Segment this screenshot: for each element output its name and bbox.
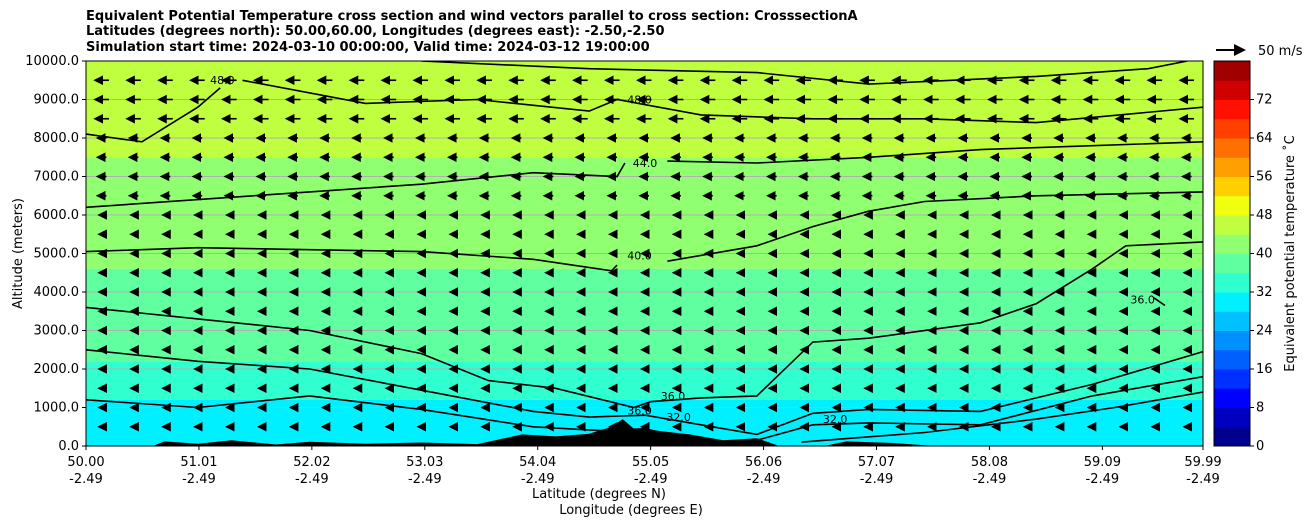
x-tick-label-lat: 56.06 <box>745 455 782 470</box>
x-tick-label-lon: -2.49 <box>634 472 668 487</box>
x-tick-label-lon: -2.49 <box>521 472 555 487</box>
colorbar-segment <box>1214 61 1250 81</box>
y-tick-label: 4000.0 <box>34 285 80 300</box>
colorbar-tick-label: 72 <box>1256 93 1273 108</box>
contour-line <box>86 349 1203 436</box>
colorbar-segment <box>1214 215 1250 235</box>
y-axis-label: Altitude (meters) <box>11 198 26 309</box>
colorbar-segment <box>1214 118 1250 139</box>
colorbar-tick-label: 8 <box>1256 401 1264 416</box>
x-axis-label-lat: Latitude (degrees N) <box>532 487 666 502</box>
x-tick-label-lon: -2.49 <box>69 472 103 487</box>
contour-line <box>421 61 1188 85</box>
x-tick-label-lon: -2.49 <box>1086 472 1120 487</box>
colorbar-segment <box>1214 330 1250 351</box>
colorbar-segment <box>1214 311 1250 331</box>
contour-line <box>667 191 1203 262</box>
y-tick-label: 0.0 <box>58 439 79 454</box>
colorbar-segment <box>1214 407 1250 428</box>
y-tick-label: 3000.0 <box>34 324 80 339</box>
x-tick-label-lat: 58.08 <box>971 455 1008 470</box>
chart-title-line-3: Simulation start time: 2024-03-10 00:00:… <box>86 40 650 55</box>
contour-label: 44.0 <box>633 157 658 170</box>
terrain <box>86 419 1203 446</box>
x-axis-label-lon: Longitude (degrees E) <box>559 503 703 518</box>
colorbar-segment <box>1214 349 1250 370</box>
colorbar-segment <box>1214 138 1250 158</box>
y-tick-label: 2000.0 <box>34 362 80 377</box>
contour-line <box>1153 297 1166 307</box>
colorbar-segment <box>1214 253 1250 274</box>
x-tick-label-lat: 53.03 <box>406 455 443 470</box>
contour-line <box>242 79 1203 124</box>
x-tick-label-lat: 54.04 <box>519 455 556 470</box>
x-tick-label-lat: 59.09 <box>1084 455 1121 470</box>
colorbar-tick-label: 64 <box>1256 131 1273 146</box>
y-tick-label: 6000.0 <box>34 208 80 223</box>
chart-title-line-1: Equivalent Potential Temperature cross s… <box>86 9 858 24</box>
contour-line <box>86 241 1203 409</box>
x-tick-label-lon: -2.49 <box>973 472 1007 487</box>
x-tick-label-lon: -2.49 <box>295 472 329 487</box>
field-band <box>86 215 1203 269</box>
field-band <box>86 361 1203 400</box>
x-tick-label-lon: -2.49 <box>182 472 216 487</box>
y-tick-label: 9000.0 <box>34 93 80 108</box>
colorbar-segment <box>1214 272 1250 293</box>
chart-title-line-2: Latitudes (degrees north): 50.00,60.00, … <box>86 24 665 39</box>
colorbar-label: Equivalent potential temperature ˚C <box>1282 135 1298 371</box>
x-tick-label-lat: 51.01 <box>180 455 217 470</box>
contour-line <box>86 87 221 143</box>
y-tick-label: 8000.0 <box>34 131 80 146</box>
colorbar-segment <box>1214 157 1250 177</box>
x-tick-label-lat: 57.07 <box>858 455 895 470</box>
contour-label: 32.0 <box>823 413 848 426</box>
colorbar-tick-label: 24 <box>1256 324 1273 339</box>
field-band <box>86 157 1203 215</box>
colorbar-segment <box>1214 292 1250 312</box>
colorbar-segment <box>1214 195 1250 216</box>
wind-scale-label: 50 m/s <box>1258 44 1303 59</box>
colorbar-segment <box>1214 426 1250 447</box>
y-tick-label: 10000.0 <box>25 54 79 69</box>
contour-line <box>801 391 1203 443</box>
y-tick-label: 5000.0 <box>34 247 80 262</box>
colorbar-tick-label: 40 <box>1256 247 1273 262</box>
colorbar-tick-label: 48 <box>1256 208 1273 223</box>
contour-label: 48.0 <box>210 74 235 87</box>
x-tick-label-lon: -2.49 <box>408 472 442 487</box>
colorbar-segment <box>1214 176 1250 197</box>
colorbar-tick-label: 16 <box>1256 362 1273 377</box>
contour-label: 48.0 <box>627 93 652 106</box>
x-tick-label-lon: -2.49 <box>860 472 894 487</box>
x-tick-label-lat: 50.00 <box>67 455 104 470</box>
y-tick-label: 7000.0 <box>34 170 80 185</box>
colorbar-tick-label: 56 <box>1256 170 1273 185</box>
x-tick-label-lat: 55.05 <box>632 455 669 470</box>
colorbar-segment <box>1214 388 1250 408</box>
contour-line <box>86 246 618 272</box>
colorbar-tick-label: 0 <box>1256 439 1264 454</box>
x-tick-label-lon: -2.49 <box>747 472 781 487</box>
contour-label: 32.0 <box>666 411 691 424</box>
x-tick-label-lat: 52.02 <box>293 455 330 470</box>
contour-line <box>667 141 1203 164</box>
colorbar-segment <box>1214 80 1250 100</box>
contour-label: 40.0 <box>627 249 652 262</box>
colorbar-tick-label: 32 <box>1256 285 1273 300</box>
x-tick-label-lon: -2.49 <box>1186 472 1220 487</box>
y-tick-label: 1000.0 <box>34 401 80 416</box>
contour-label: 36.0 <box>627 404 652 417</box>
contour-line <box>86 162 626 209</box>
contour-label: 36.0 <box>661 390 686 403</box>
colorbar-segment <box>1214 369 1250 389</box>
colorbar-segment <box>1214 234 1250 254</box>
colorbar-segment <box>1214 99 1250 120</box>
x-tick-label-lat: 59.99 <box>1184 455 1221 470</box>
contour-label: 36.0 <box>1130 294 1155 307</box>
